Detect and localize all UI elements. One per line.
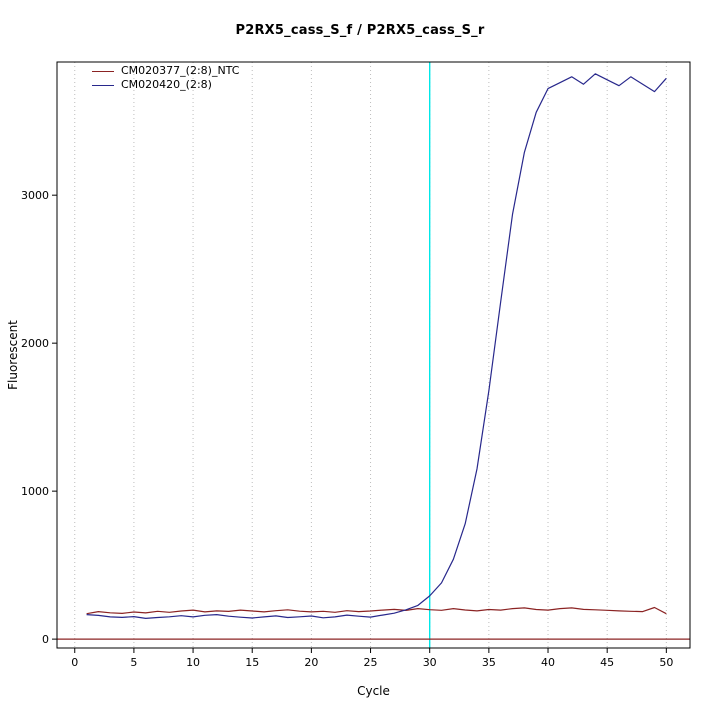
legend-item-sample: CM020420_(2:8) — [92, 78, 239, 92]
x-axis-label: Cycle — [357, 684, 390, 698]
x-tick-label: 15 — [245, 656, 259, 669]
y-tick-label: 2000 — [21, 337, 49, 350]
x-tick-label: 0 — [71, 656, 78, 669]
x-tick-label: 25 — [364, 656, 378, 669]
legend-line-sample-cm020420 — [92, 84, 114, 86]
legend-item-ntc: CM020377_(2:8)_NTC — [92, 64, 239, 78]
x-tick-label: 40 — [541, 656, 555, 669]
series-trace-0 — [86, 606, 667, 615]
x-tick-label: 20 — [304, 656, 318, 669]
x-tick-label: 10 — [186, 656, 200, 669]
x-tick-label: 50 — [659, 656, 673, 669]
y-tick-label: 3000 — [21, 189, 49, 202]
chart-title: P2RX5_cass_S_f / P2RX5_cass_S_r — [235, 23, 485, 38]
x-tick-label: 35 — [482, 656, 496, 669]
plot-border — [56, 61, 691, 649]
legend-line-sample-ntc — [92, 70, 114, 72]
y-tick-label: 0 — [42, 633, 49, 646]
legend: CM020377_(2:8)_NTC CM020420_(2:8) — [92, 64, 239, 92]
legend-label-ntc: CM020377_(2:8)_NTC — [121, 64, 240, 77]
x-tick-label: 30 — [423, 656, 437, 669]
y-tick-label: 1000 — [21, 485, 49, 498]
legend-label-cm020420: CM020420_(2:8) — [121, 78, 212, 91]
series-trace-1 — [86, 73, 667, 620]
x-tick-label: 45 — [600, 656, 614, 669]
x-tick-label: 5 — [130, 656, 137, 669]
